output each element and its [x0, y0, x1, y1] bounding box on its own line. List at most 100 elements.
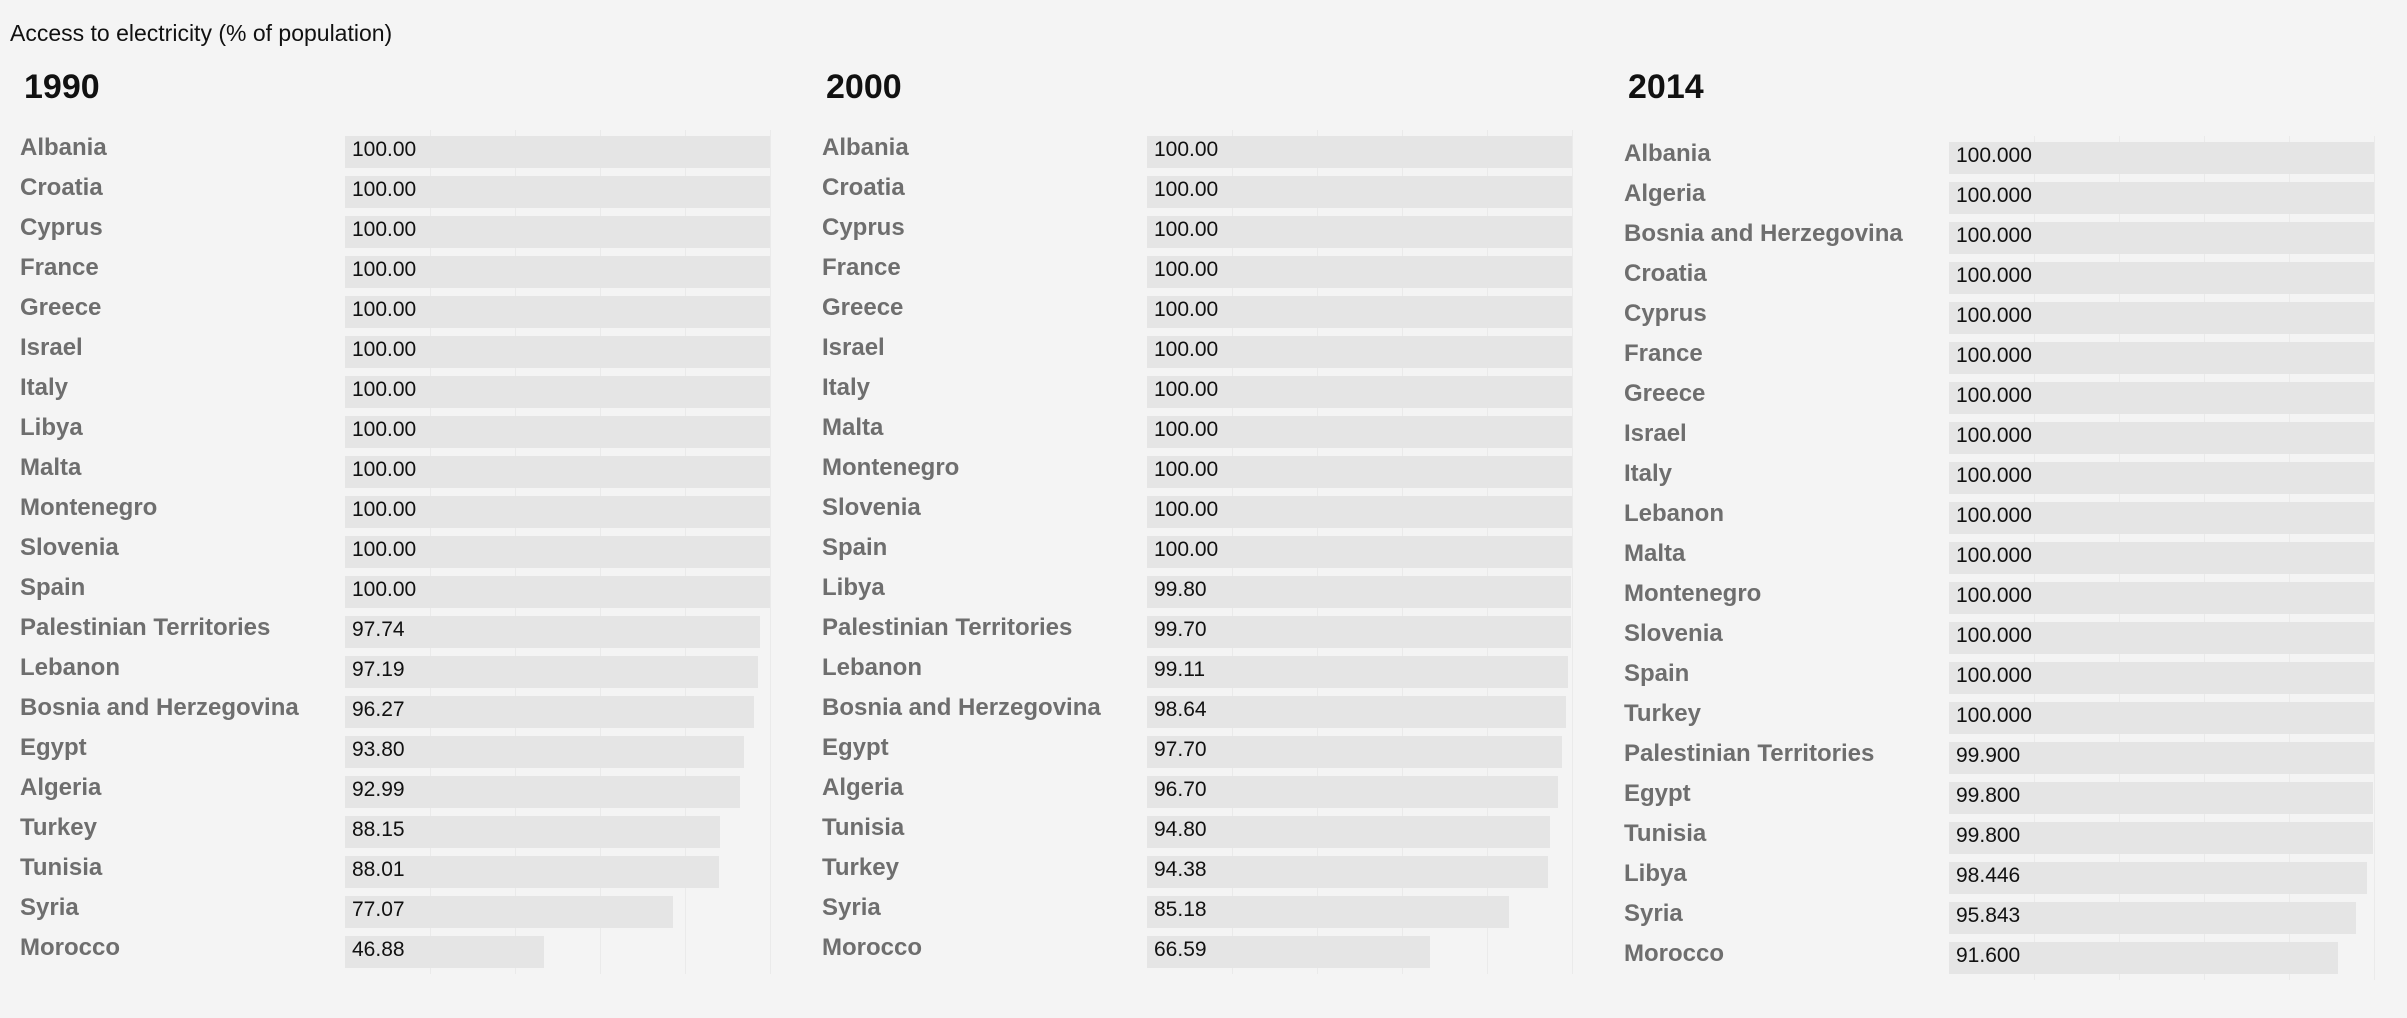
- value-label: 100.00: [352, 138, 417, 161]
- category-label: Palestinian Territories: [20, 614, 271, 641]
- category-label: Greece: [20, 294, 102, 321]
- year-title: 2014: [1628, 68, 1704, 106]
- category-label: Spain: [822, 534, 888, 561]
- category-label: Turkey: [20, 814, 97, 841]
- bar-row: Egypt 97.70: [822, 730, 1602, 770]
- value-label: 100.00: [1154, 538, 1219, 561]
- bar-row: Morocco 66.59: [822, 930, 1602, 970]
- bar: [1147, 856, 1549, 888]
- value-label: 97.74: [352, 618, 405, 641]
- chart-panel-2000: 2000 Albania 100.00 Croatia 100.00 Cyprus 100.…: [822, 0, 1602, 1018]
- bar: [1147, 216, 1572, 248]
- bar-row: Albania 100.00: [822, 130, 1602, 170]
- bar: [1147, 936, 1430, 968]
- bar-row: Malta 100.000: [1624, 536, 2404, 576]
- category-label: Syria: [822, 894, 881, 921]
- value-label: 100.00: [1154, 258, 1219, 281]
- bar: [1949, 782, 2374, 814]
- category-label: Morocco: [1624, 940, 1725, 967]
- category-label: Turkey: [1624, 700, 1701, 727]
- bar-row: Palestinian Territories 99.900: [1624, 736, 2404, 776]
- category-label: Cyprus: [822, 214, 905, 241]
- category-label: Slovenia: [20, 534, 119, 561]
- bar-row: Bosnia and Herzegovina 96.27: [20, 690, 800, 730]
- bar-row: Lebanon 99.11: [822, 650, 1602, 690]
- category-label: Egypt: [822, 734, 889, 761]
- bar: [1147, 616, 1571, 648]
- category-label: Syria: [20, 894, 79, 921]
- category-label: Cyprus: [1624, 300, 1707, 327]
- bar: [345, 416, 770, 448]
- bar: [345, 936, 545, 968]
- bar: [1147, 336, 1572, 368]
- bar: [345, 216, 770, 248]
- bar-row: Croatia 100.00: [20, 170, 800, 210]
- value-label: 100.000: [1956, 504, 2032, 527]
- value-label: 100.000: [1956, 424, 2032, 447]
- value-label: 100.000: [1956, 344, 2032, 367]
- bar-row: Morocco 91.600: [1624, 936, 2404, 976]
- bar-row: Greece 100.00: [20, 290, 800, 330]
- value-label: 96.27: [352, 698, 405, 721]
- value-label: 95.843: [1956, 904, 2021, 927]
- value-label: 100.00: [352, 538, 417, 561]
- value-label: 99.800: [1956, 784, 2021, 807]
- bar: [1147, 136, 1572, 168]
- category-label: Croatia: [822, 174, 905, 201]
- value-label: 100.00: [352, 378, 417, 401]
- bar-row: Slovenia 100.00: [20, 530, 800, 570]
- value-label: 99.900: [1956, 744, 2021, 767]
- chart-panel-1990: 1990 Albania 100.00 Croatia 100.00 Cyprus 100.…: [20, 0, 800, 1018]
- bar-row: Cyprus 100.00: [822, 210, 1602, 250]
- category-label: Algeria: [822, 774, 904, 801]
- value-label: 99.70: [1154, 618, 1207, 641]
- bar-row: Palestinian Territories 97.74: [20, 610, 800, 650]
- bar-row: Libya 99.80: [822, 570, 1602, 610]
- value-label: 100.00: [352, 578, 417, 601]
- value-label: 66.59: [1154, 938, 1207, 961]
- value-label: 100.00: [352, 458, 417, 481]
- category-label: Spain: [1624, 660, 1690, 687]
- year-title: 2000: [826, 68, 902, 106]
- bar-row: Malta 100.00: [20, 450, 800, 490]
- bar-row: Israel 100.00: [822, 330, 1602, 370]
- bar: [1949, 462, 2374, 494]
- bar: [345, 336, 770, 368]
- bar: [1147, 816, 1550, 848]
- value-label: 97.19: [352, 658, 405, 681]
- bar: [345, 656, 759, 688]
- bar: [345, 816, 720, 848]
- bar: [1949, 382, 2374, 414]
- bar-row: Syria 85.18: [822, 890, 1602, 930]
- bar-row: Turkey 100.000: [1624, 696, 2404, 736]
- bar-row: Malta 100.00: [822, 410, 1602, 450]
- bar-row: Italy 100.00: [822, 370, 1602, 410]
- value-label: 46.88: [352, 938, 405, 961]
- category-label: France: [822, 254, 901, 281]
- value-label: 100.00: [352, 498, 417, 521]
- value-label: 88.01: [352, 858, 405, 881]
- category-label: Albania: [822, 134, 909, 161]
- bar: [345, 136, 770, 168]
- bar: [1949, 422, 2374, 454]
- category-label: Israel: [822, 334, 885, 361]
- category-label: Bosnia and Herzegovina: [1624, 220, 1903, 247]
- gridline: [2374, 136, 2375, 980]
- category-label: Albania: [1624, 140, 1711, 167]
- value-label: 99.11: [1154, 658, 1205, 681]
- category-label: Spain: [20, 574, 86, 601]
- category-label: Slovenia: [1624, 620, 1723, 647]
- category-label: Malta: [20, 454, 82, 481]
- value-label: 97.70: [1154, 738, 1207, 761]
- value-label: 98.446: [1956, 864, 2021, 887]
- bar: [1147, 176, 1572, 208]
- bar-row: Cyprus 100.00: [20, 210, 800, 250]
- value-label: 100.00: [1154, 418, 1219, 441]
- category-label: Turkey: [822, 854, 899, 881]
- bar: [345, 616, 761, 648]
- value-label: 100.000: [1956, 464, 2032, 487]
- value-label: 100.000: [1956, 584, 2032, 607]
- value-label: 100.000: [1956, 264, 2032, 287]
- value-label: 77.07: [352, 898, 405, 921]
- category-label: Greece: [822, 294, 904, 321]
